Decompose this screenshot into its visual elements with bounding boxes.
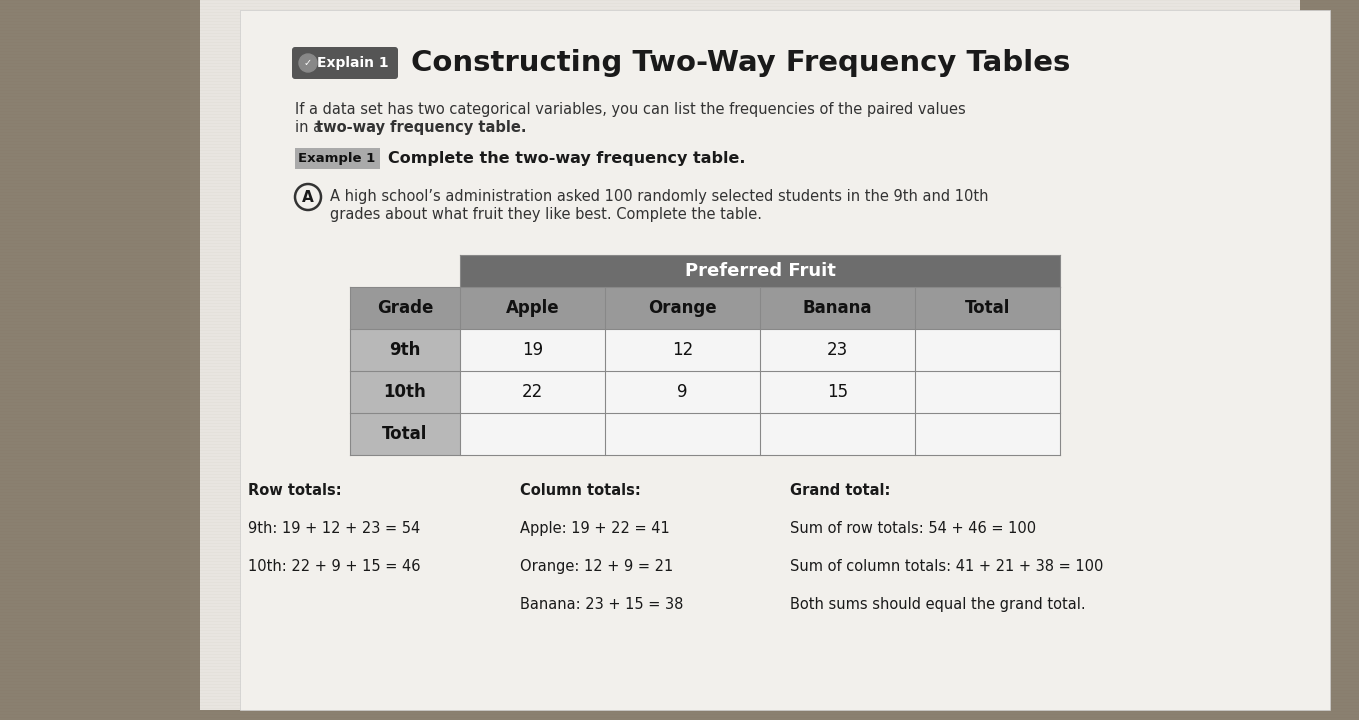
Text: Constructing Two-Way Frequency Tables: Constructing Two-Way Frequency Tables xyxy=(410,49,1071,77)
Text: A high school’s administration asked 100 randomly selected students in the 9th a: A high school’s administration asked 100… xyxy=(330,189,988,204)
Text: 19: 19 xyxy=(522,341,544,359)
Bar xyxy=(605,287,760,329)
Text: grades about what fruit they like best. Complete the table.: grades about what fruit they like best. … xyxy=(330,207,762,222)
Text: Explain 1: Explain 1 xyxy=(317,56,389,70)
Bar xyxy=(760,413,915,455)
Text: Row totals:: Row totals: xyxy=(247,483,341,498)
Text: 12: 12 xyxy=(671,341,693,359)
Bar xyxy=(459,371,605,413)
Text: 23: 23 xyxy=(826,341,848,359)
FancyBboxPatch shape xyxy=(241,10,1330,710)
Bar xyxy=(351,329,459,371)
Text: 9: 9 xyxy=(677,383,688,401)
Text: Column totals:: Column totals: xyxy=(520,483,640,498)
Bar xyxy=(760,287,915,329)
Text: Banana: Banana xyxy=(803,299,872,317)
Text: Grand total:: Grand total: xyxy=(790,483,890,498)
Bar xyxy=(351,287,459,329)
Text: Apple: 19 + 22 = 41: Apple: 19 + 22 = 41 xyxy=(520,521,670,536)
FancyBboxPatch shape xyxy=(292,47,398,79)
Text: in a: in a xyxy=(295,120,326,135)
Bar xyxy=(915,287,1060,329)
Bar xyxy=(915,329,1060,371)
Bar xyxy=(459,329,605,371)
Text: 9th: 9th xyxy=(389,341,421,359)
Text: two-way frequency table.: two-way frequency table. xyxy=(317,120,526,135)
Bar xyxy=(351,371,459,413)
Bar xyxy=(760,329,915,371)
Text: Sum of column totals: 41 + 21 + 38 = 100: Sum of column totals: 41 + 21 + 38 = 100 xyxy=(790,559,1104,574)
Text: 22: 22 xyxy=(522,383,544,401)
Bar xyxy=(605,329,760,371)
Bar xyxy=(459,413,605,455)
Text: ✓: ✓ xyxy=(304,58,313,68)
Text: Complete the two-way frequency table.: Complete the two-way frequency table. xyxy=(389,151,746,166)
Text: Orange: 12 + 9 = 21: Orange: 12 + 9 = 21 xyxy=(520,559,673,574)
Text: If a data set has two categorical variables, you can list the frequencies of the: If a data set has two categorical variab… xyxy=(295,102,966,117)
Text: 9th: 19 + 12 + 23 = 54: 9th: 19 + 12 + 23 = 54 xyxy=(247,521,420,536)
Bar xyxy=(351,413,459,455)
Bar xyxy=(760,371,915,413)
Text: Total: Total xyxy=(382,425,428,443)
Circle shape xyxy=(299,54,317,72)
Bar xyxy=(459,287,605,329)
Bar xyxy=(605,413,760,455)
Text: 15: 15 xyxy=(826,383,848,401)
Text: 10th: 10th xyxy=(383,383,427,401)
Text: A: A xyxy=(302,189,314,204)
Text: Apple: Apple xyxy=(506,299,560,317)
Bar xyxy=(459,255,1060,287)
Text: 10th: 22 + 9 + 15 = 46: 10th: 22 + 9 + 15 = 46 xyxy=(247,559,420,574)
Bar xyxy=(915,371,1060,413)
FancyBboxPatch shape xyxy=(295,148,381,169)
FancyBboxPatch shape xyxy=(200,0,1301,710)
Text: Banana: 23 + 15 = 38: Banana: 23 + 15 = 38 xyxy=(520,597,684,612)
Text: Preferred Fruit: Preferred Fruit xyxy=(685,262,836,280)
Text: Total: Total xyxy=(965,299,1010,317)
Text: Grade: Grade xyxy=(376,299,434,317)
Text: Orange: Orange xyxy=(648,299,716,317)
Bar xyxy=(915,413,1060,455)
Text: Sum of row totals: 54 + 46 = 100: Sum of row totals: 54 + 46 = 100 xyxy=(790,521,1036,536)
Bar xyxy=(605,371,760,413)
Text: Example 1: Example 1 xyxy=(298,152,375,165)
Text: Both sums should equal the grand total.: Both sums should equal the grand total. xyxy=(790,597,1086,612)
